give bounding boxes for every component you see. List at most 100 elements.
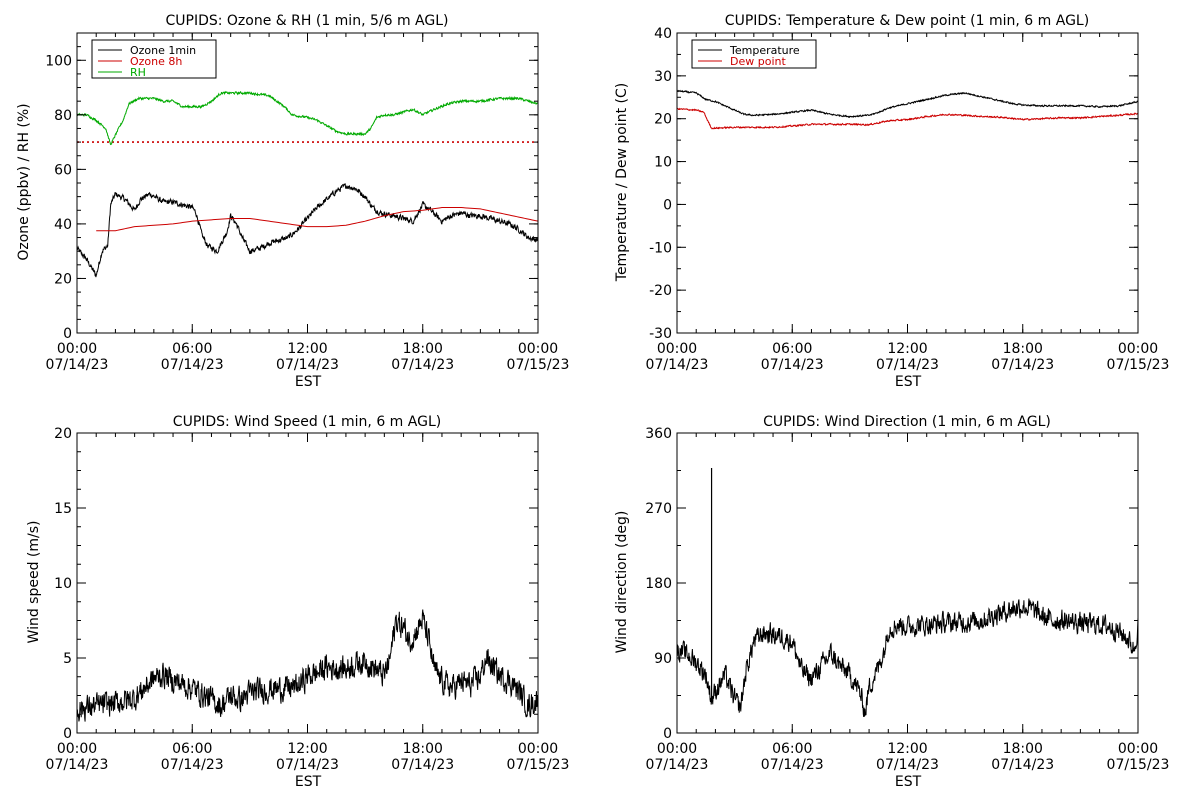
x-tick-date-label: 07/14/23 xyxy=(161,357,224,373)
y-tick-label: 20 xyxy=(54,271,72,287)
x-tick-time-label: 06:00 xyxy=(772,741,812,757)
series-line-1 xyxy=(96,207,538,232)
y-tick-label: 90 xyxy=(654,651,672,667)
x-tick-time-label: 12:00 xyxy=(887,341,927,357)
x-tick-date-label: 07/14/23 xyxy=(991,757,1054,773)
y-tick-label: 30 xyxy=(654,69,672,85)
y-axis-label: Temperature / Dew point (C) xyxy=(614,83,630,282)
x-tick-date-label: 07/14/23 xyxy=(761,357,824,373)
x-tick-time-label: 18:00 xyxy=(403,741,443,757)
x-tick-date-label: 07/14/23 xyxy=(876,357,939,373)
panel-title: CUPIDS: Temperature & Dew point (1 min, … xyxy=(725,13,1089,29)
y-axis-label: Ozone (ppbv) / RH (%) xyxy=(16,103,32,260)
x-tick-time-label: 00:00 xyxy=(57,341,97,357)
y-tick-label: 180 xyxy=(645,576,672,592)
y-tick-label: 5 xyxy=(63,651,72,667)
y-tick-label: 10 xyxy=(654,155,672,171)
x-tick-date-label: 07/15/23 xyxy=(1107,357,1170,373)
ozone-rh-panel: CUPIDS: Ozone & RH (1 min, 5/6 m AGL) Oz… xyxy=(16,13,449,390)
x-tick-date-label: 07/14/23 xyxy=(276,357,339,373)
chart-2: 0510152000:0007/14/2306:0007/14/2312:000… xyxy=(46,426,570,773)
x-tick-time-label: 00:00 xyxy=(1118,341,1158,357)
y-tick-label: 40 xyxy=(654,26,672,42)
y-tick-label: 20 xyxy=(654,112,672,128)
chart-1: -30-20-1001020304000:0007/14/2306:0007/1… xyxy=(646,26,1170,373)
x-tick-time-label: 06:00 xyxy=(172,341,212,357)
y-axis-label: Wind speed (m/s) xyxy=(26,521,42,644)
x-axis-label: EST xyxy=(295,374,322,390)
x-tick-time-label: 12:00 xyxy=(287,341,327,357)
x-tick-time-label: 18:00 xyxy=(403,341,443,357)
series-line-0 xyxy=(677,598,1138,717)
x-tick-date-label: 07/15/23 xyxy=(1107,757,1170,773)
x-axis-label: EST xyxy=(895,774,922,790)
series-line-0 xyxy=(677,89,1138,119)
x-tick-date-label: 07/14/23 xyxy=(46,357,109,373)
wind-speed-panel: CUPIDS: Wind Speed (1 min, 6 m AGL) Wind… xyxy=(26,414,441,790)
y-tick-label: -20 xyxy=(649,283,672,299)
x-tick-time-label: 00:00 xyxy=(57,741,97,757)
y-tick-label: 80 xyxy=(54,108,72,124)
x-tick-date-label: 07/14/23 xyxy=(646,757,709,773)
series-line-0 xyxy=(77,609,538,722)
x-tick-date-label: 07/14/23 xyxy=(46,757,109,773)
x-tick-date-label: 07/15/23 xyxy=(507,757,570,773)
x-tick-time-label: 00:00 xyxy=(657,341,697,357)
y-tick-label: 0 xyxy=(63,726,72,742)
x-tick-time-label: 12:00 xyxy=(887,741,927,757)
x-tick-time-label: 00:00 xyxy=(518,341,558,357)
x-tick-date-label: 07/14/23 xyxy=(391,357,454,373)
y-tick-label: 15 xyxy=(54,501,72,517)
y-tick-label: 0 xyxy=(663,197,672,213)
chart-0: 02040608010000:0007/14/2306:0007/14/2312… xyxy=(45,32,570,373)
panel-title: CUPIDS: Wind Direction (1 min, 6 m AGL) xyxy=(763,414,1051,430)
y-tick-label: 360 xyxy=(645,426,672,442)
y-tick-label: -10 xyxy=(649,240,672,256)
y-tick-label: 40 xyxy=(54,217,72,233)
legend-label: Dew point xyxy=(730,55,786,68)
x-tick-time-label: 00:00 xyxy=(657,741,697,757)
x-tick-date-label: 07/15/23 xyxy=(507,357,570,373)
x-tick-date-label: 07/14/23 xyxy=(876,757,939,773)
temperature-dewpoint-panel: CUPIDS: Temperature & Dew point (1 min, … xyxy=(614,13,1089,390)
x-tick-date-label: 07/14/23 xyxy=(761,757,824,773)
x-tick-time-label: 00:00 xyxy=(1118,741,1158,757)
legend-label: Temperature xyxy=(729,44,800,57)
x-axis-label: EST xyxy=(895,374,922,390)
y-tick-label: 270 xyxy=(645,501,672,517)
chart-3: 09018027036000:0007/14/2306:0007/14/2312… xyxy=(645,426,1169,773)
x-tick-time-label: 00:00 xyxy=(518,741,558,757)
y-tick-label: 100 xyxy=(45,53,72,69)
panel-title: CUPIDS: Ozone & RH (1 min, 5/6 m AGL) xyxy=(165,13,448,29)
series-line-0 xyxy=(77,183,538,278)
y-tick-label: 0 xyxy=(63,326,72,342)
x-tick-date-label: 07/14/23 xyxy=(646,357,709,373)
x-tick-date-label: 07/14/23 xyxy=(991,357,1054,373)
y-tick-label: 0 xyxy=(663,726,672,742)
x-tick-time-label: 12:00 xyxy=(287,741,327,757)
x-axis-label: EST xyxy=(295,774,322,790)
legend-label: Ozone 1min xyxy=(130,44,196,57)
plot-frame xyxy=(676,32,1139,334)
legend-label: RH xyxy=(130,66,146,79)
x-tick-time-label: 18:00 xyxy=(1003,741,1043,757)
y-tick-label: -30 xyxy=(649,326,672,342)
y-tick-label: 10 xyxy=(54,576,72,592)
plot-frame xyxy=(676,432,1139,734)
y-tick-label: 60 xyxy=(54,162,72,178)
panel-title: CUPIDS: Wind Speed (1 min, 6 m AGL) xyxy=(173,414,441,430)
wind-direction-panel: CUPIDS: Wind Direction (1 min, 6 m AGL) … xyxy=(614,414,1051,790)
x-tick-date-label: 07/14/23 xyxy=(391,757,454,773)
y-tick-label: 20 xyxy=(54,426,72,442)
series-line-1 xyxy=(677,107,1138,130)
x-tick-time-label: 06:00 xyxy=(772,341,812,357)
series-line-2 xyxy=(77,90,538,146)
x-tick-date-label: 07/14/23 xyxy=(161,757,224,773)
x-tick-time-label: 18:00 xyxy=(1003,341,1043,357)
y-axis-label: Wind direction (deg) xyxy=(614,511,630,654)
legend-label: Ozone 8h xyxy=(130,55,182,68)
x-tick-date-label: 07/14/23 xyxy=(276,757,339,773)
